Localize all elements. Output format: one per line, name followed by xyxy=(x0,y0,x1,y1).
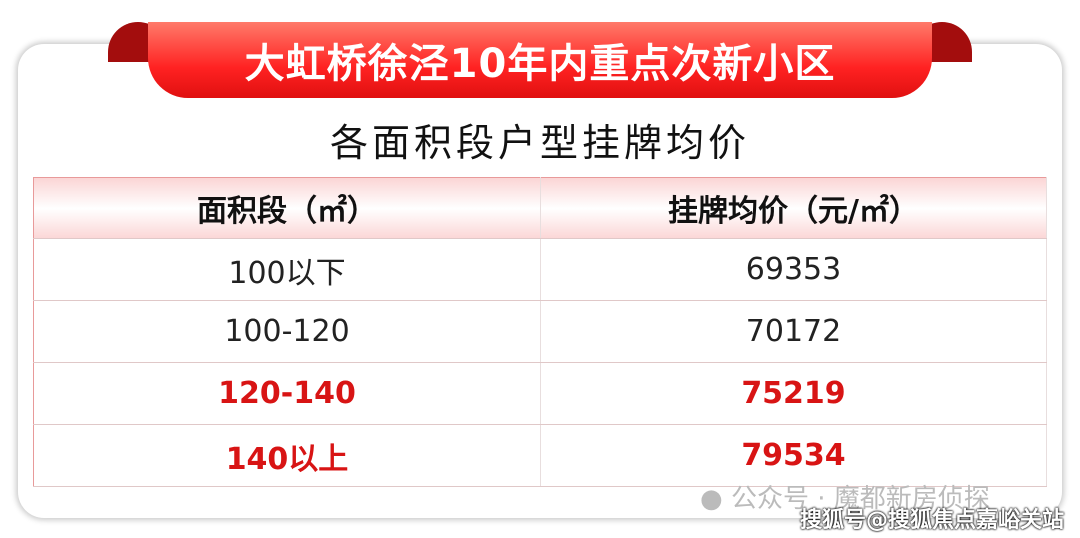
price-table: 面积段（㎡） 挂牌均价（元/㎡） 100以下 69353 100-120 701… xyxy=(33,177,1047,487)
header-area: 面积段（㎡） xyxy=(33,177,541,239)
table-row: 100-120 70172 xyxy=(33,300,1047,363)
cell-area: 140以上 xyxy=(33,424,541,487)
banner-title: 大虹桥徐泾10年内重点次新小区 xyxy=(148,22,932,98)
subtitle: 各面积段户型挂牌均价 xyxy=(329,121,750,165)
cell-area: 100以下 xyxy=(33,238,541,301)
table-row: 120-140 75219 xyxy=(33,362,1047,425)
sohu-watermark: 搜狐号@搜狐焦点嘉峪关站 xyxy=(800,508,1065,533)
wechat-watermark-text: 公众号 · 魔都新房侦探 xyxy=(730,484,990,514)
table-row: 140以上 79534 xyxy=(33,424,1047,487)
table-header: 面积段（㎡） 挂牌均价（元/㎡） xyxy=(33,177,1047,239)
cell-price: 70172 xyxy=(540,300,1047,363)
wechat-icon: ● xyxy=(700,484,723,514)
cell-area: 100-120 xyxy=(33,300,541,363)
header-price: 挂牌均价（元/㎡） xyxy=(540,177,1047,239)
cell-area: 120-140 xyxy=(33,362,541,425)
wechat-watermark: ● 公众号 · 魔都新房侦探 xyxy=(700,478,990,515)
cell-price: 69353 xyxy=(540,238,1047,301)
cell-price: 79534 xyxy=(540,424,1047,487)
cell-price: 75219 xyxy=(540,362,1047,425)
table-row: 100以下 69353 xyxy=(33,238,1047,301)
